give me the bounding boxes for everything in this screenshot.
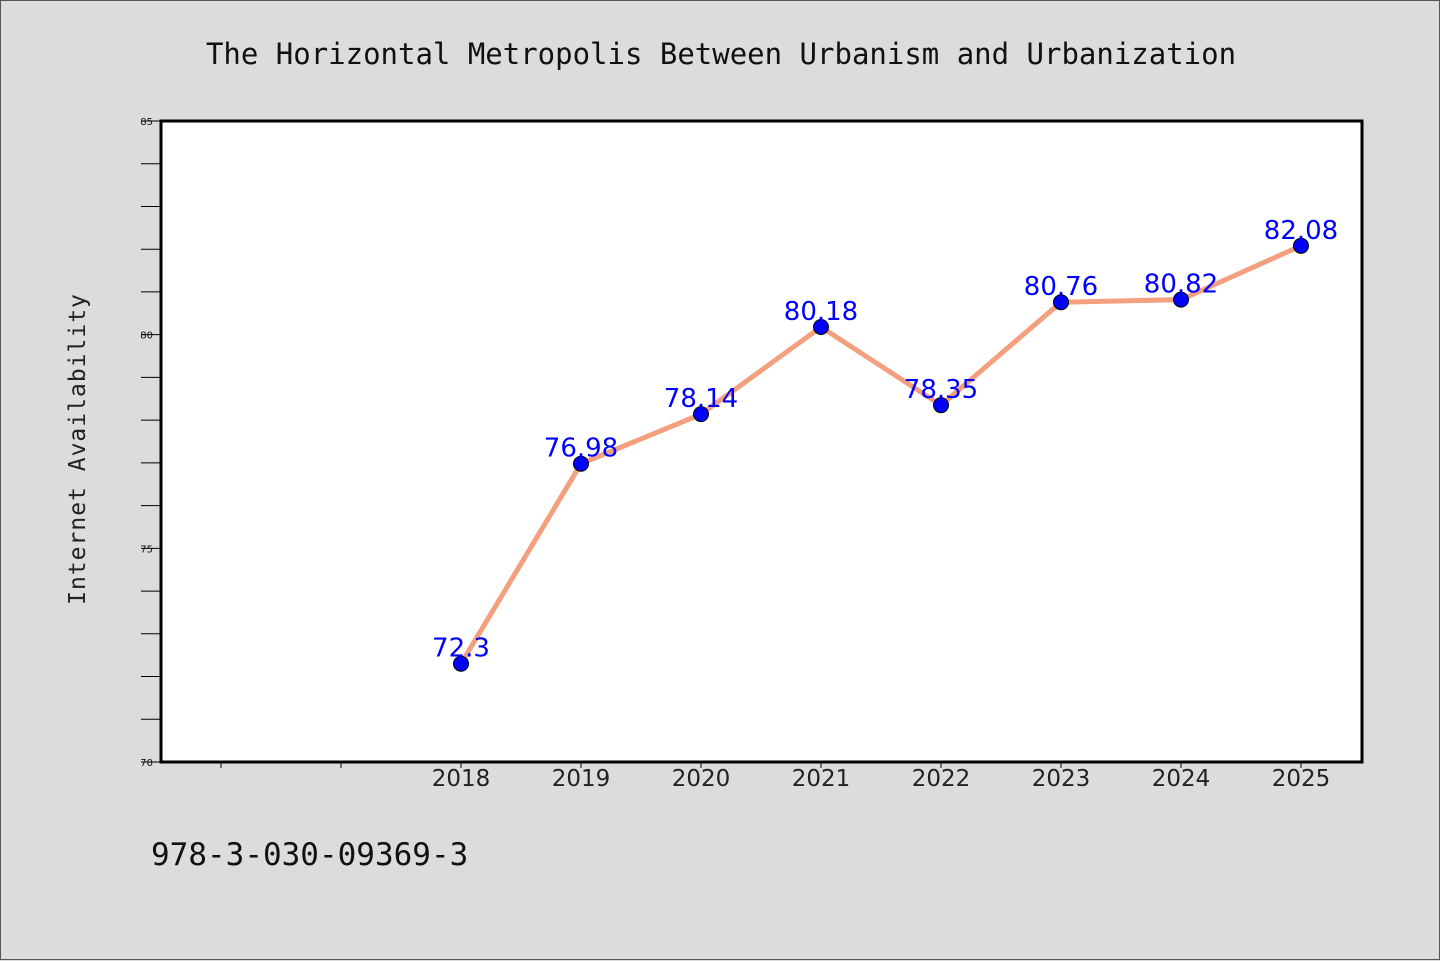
x-tick-label: 2025 [1272,766,1331,792]
data-label: 80.18 [784,297,858,327]
x-tick-label: 2018 [432,766,491,792]
data-label: 78.35 [904,375,978,405]
y-tick-label: 70 [140,758,153,769]
x-tick-label: 2023 [1032,766,1091,792]
data-label: 80.82 [1144,270,1218,300]
data-label: 72.3 [432,634,490,664]
x-tick-label: 2020 [672,766,731,792]
footnote-isbn: 978-3-030-09369-3 [151,837,468,873]
data-label: 82.08 [1264,216,1338,246]
data-points [453,237,1309,672]
x-tick-labels: 2018 2019 2020 2021 2022 2023 2024 2025 [432,766,1331,792]
axis-ticks [141,120,1302,768]
data-point [453,655,469,672]
y-tick-label: 75 [140,544,153,555]
data-labels: 72.3 76.98 78.14 80.18 78.35 80.76 80.82 82.08 [432,216,1338,664]
data-point [813,318,829,335]
data-point [573,455,589,472]
x-tick-label: 2022 [912,766,971,792]
data-label: 80.76 [1024,272,1098,302]
data-point [693,406,709,423]
data-label: 78.14 [664,384,738,414]
x-tick-label: 2019 [552,766,611,792]
x-tick-label: 2021 [792,766,851,792]
x-tick-label: 2024 [1152,766,1211,792]
data-label: 76.98 [544,434,618,464]
y-axis-label: Internet Availability [65,293,91,605]
data-point [1173,291,1189,308]
data-point [1293,237,1309,254]
y-tick-label: 80 [140,331,153,342]
y-tick-label: 85 [140,117,153,128]
chart-title: The Horizontal Metropolis Between Urbani… [206,37,1236,71]
series-line [458,243,1303,665]
data-point [933,397,949,414]
y-tick-labels: 70 75 80 85 [140,117,153,769]
plot-area [159,119,1364,764]
data-point [1053,294,1069,311]
